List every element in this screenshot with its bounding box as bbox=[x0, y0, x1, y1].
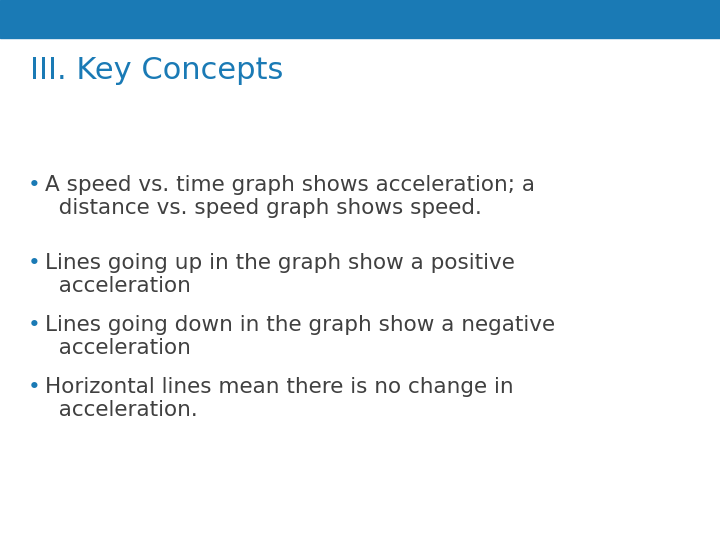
Text: •: • bbox=[28, 377, 41, 397]
Text: Lines going down in the graph show a negative: Lines going down in the graph show a neg… bbox=[45, 315, 555, 335]
Text: distance vs. speed graph shows speed.: distance vs. speed graph shows speed. bbox=[45, 198, 482, 218]
Text: III. Key Concepts: III. Key Concepts bbox=[30, 56, 284, 85]
Text: Horizontal lines mean there is no change in: Horizontal lines mean there is no change… bbox=[45, 377, 513, 397]
Text: acceleration.: acceleration. bbox=[45, 400, 198, 420]
Text: acceleration: acceleration bbox=[45, 276, 191, 296]
Bar bbox=[0, 0, 720, 38]
Text: A speed vs. time graph shows acceleration; a: A speed vs. time graph shows acceleratio… bbox=[45, 175, 535, 195]
Text: •: • bbox=[28, 315, 41, 335]
Text: Lines going up in the graph show a positive: Lines going up in the graph show a posit… bbox=[45, 253, 515, 273]
Text: acceleration: acceleration bbox=[45, 338, 191, 358]
Text: •: • bbox=[28, 253, 41, 273]
Text: •: • bbox=[28, 175, 41, 195]
